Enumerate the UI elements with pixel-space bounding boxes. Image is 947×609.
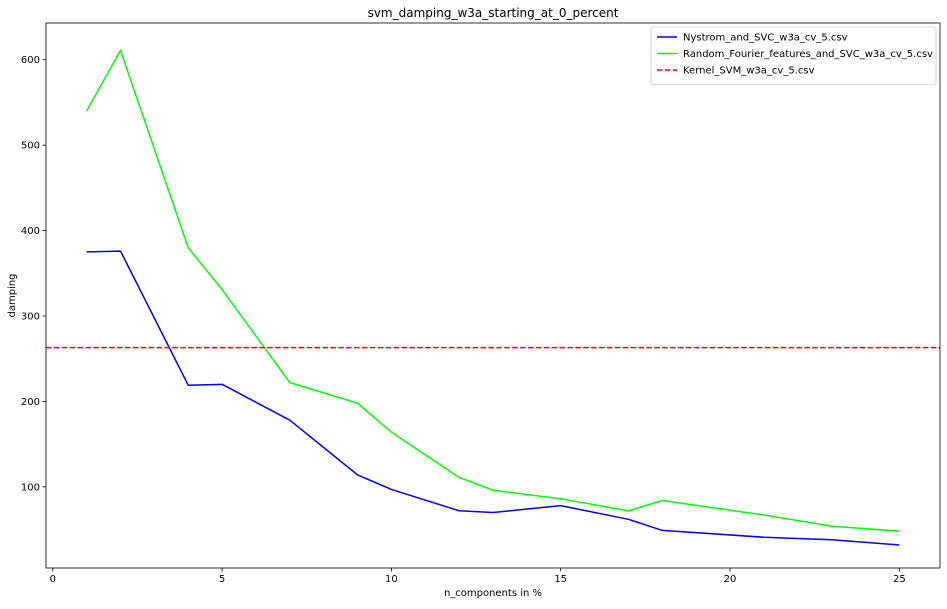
y-tick-label: 300 [21, 312, 40, 323]
x-axis-label: n_components in % [444, 588, 542, 599]
legend-label: Kernel_SVM_w3a_cv_5.csv [683, 66, 815, 77]
legend-label: Random_Fourier_features_and_SVC_w3a_cv_5… [683, 49, 933, 60]
plot-frame [45, 22, 941, 569]
x-tick-label: 25 [893, 574, 906, 585]
plot-area [45, 22, 941, 569]
x-tick-label: 5 [219, 574, 225, 585]
legend-box [650, 26, 937, 85]
y-axis: 100 200 300 400 500 600 [21, 55, 46, 493]
x-axis: 0 5 10 15 20 25 [50, 568, 906, 585]
y-tick-label: 600 [21, 55, 40, 66]
series-line-1 [85, 49, 900, 533]
chart-title: svm_damping_w3a_starting_at_0_percent [368, 6, 619, 20]
y-tick-label: 500 [21, 141, 40, 152]
x-tick-label: 20 [724, 574, 737, 585]
x-tick-label: 15 [554, 574, 567, 585]
y-tick-label: 400 [21, 226, 40, 237]
legend-label: Nystrom_and_SVC_w3a_cv_5.csv [683, 33, 848, 44]
y-tick-label: 100 [21, 482, 40, 493]
series-line-0 [86, 250, 900, 546]
y-axis-label: damping [7, 273, 18, 317]
legend: Nystrom_and_SVC_w3a_cv_5.csv Random_Fouri… [650, 26, 937, 85]
x-tick-label: 10 [385, 574, 398, 585]
y-tick-label: 200 [21, 397, 40, 408]
x-tick-label: 0 [50, 574, 56, 585]
